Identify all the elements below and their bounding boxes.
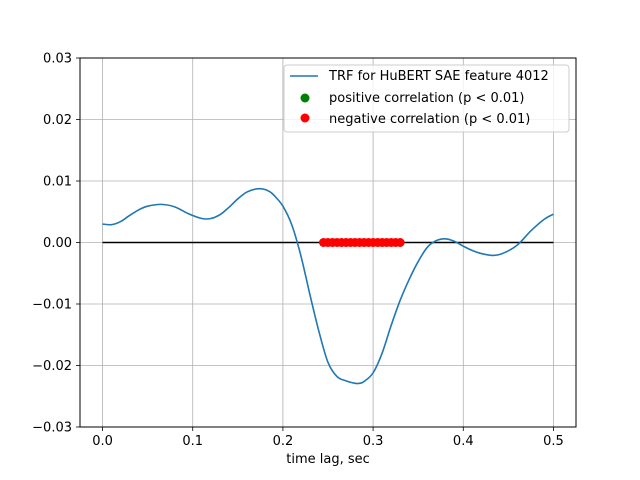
y-tick-label: −0.02: [32, 359, 72, 374]
x-tick-label: 0.5: [543, 434, 564, 449]
legend: TRF for HuBERT SAE feature 4012 positive…: [283, 64, 570, 133]
x-tick-label: 0.0: [92, 434, 113, 449]
legend-positive-swatch: [300, 93, 310, 103]
legend-negative-swatch: [300, 113, 310, 123]
plot-data: [102, 187, 554, 385]
x-axis-label: time lag, sec: [286, 452, 370, 467]
legend-box: [283, 64, 570, 133]
y-tick-label: 0.02: [43, 113, 72, 128]
negative-marker: [395, 238, 405, 247]
y-tick-label: 0.00: [43, 236, 72, 251]
x-tick-label: 0.4: [453, 434, 474, 449]
y-tick-label: 0.01: [43, 175, 72, 190]
axis-ticks: 0.0 0.1 0.2 0.3 0.4 0.5 −0.03 −0.02 −0.01 0.00 0.0…: [32, 52, 564, 450]
legend-positive-label: positive correlation (p < 0.01): [329, 91, 525, 106]
y-tick-label: 0.03: [43, 52, 72, 67]
y-tick-label: −0.01: [32, 298, 72, 313]
x-tick-label: 0.2: [273, 434, 294, 449]
legend-trf-label: TRF for HuBERT SAE feature 4012: [328, 69, 549, 84]
y-tick-label: −0.03: [32, 421, 72, 436]
legend-negative-label: negative correlation (p < 0.01): [329, 112, 530, 127]
x-tick-label: 0.1: [182, 434, 203, 449]
trf-line: [102, 187, 554, 385]
x-tick-label: 0.3: [363, 434, 384, 449]
